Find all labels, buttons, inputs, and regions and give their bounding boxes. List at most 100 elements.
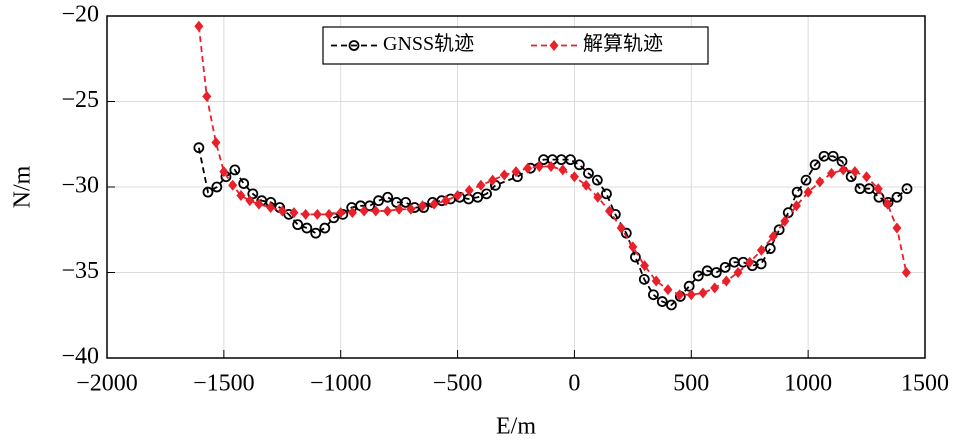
- point: [301, 208, 311, 220]
- point: [809, 159, 821, 171]
- point: [476, 179, 486, 191]
- point: [901, 267, 911, 278]
- point: [656, 296, 668, 307]
- point: [499, 169, 509, 181]
- point: [488, 174, 498, 186]
- point: [663, 284, 673, 296]
- point: [640, 260, 650, 272]
- point: [780, 215, 790, 227]
- x-tick-label: −1000: [310, 371, 372, 397]
- point: [211, 181, 223, 193]
- point: [710, 282, 720, 294]
- point: [593, 191, 603, 203]
- point: [583, 167, 594, 179]
- point: [854, 183, 866, 195]
- point: [347, 207, 357, 219]
- point: [827, 167, 837, 179]
- point: [710, 267, 722, 278]
- point: [773, 224, 785, 236]
- point: [382, 191, 394, 203]
- point: [850, 166, 860, 178]
- point: [604, 205, 614, 217]
- point: [565, 154, 576, 166]
- point: [756, 244, 766, 256]
- point: [211, 137, 221, 149]
- point: [873, 183, 883, 195]
- point: [755, 258, 767, 270]
- x-tick-label: 1000: [784, 371, 832, 397]
- x-tick-label: −1500: [193, 371, 255, 397]
- point: [719, 261, 731, 273]
- point: [901, 183, 913, 195]
- point: [721, 275, 731, 287]
- point: [791, 200, 801, 212]
- point: [406, 203, 416, 215]
- point: [228, 179, 238, 191]
- point: [534, 160, 544, 172]
- point: [429, 198, 439, 210]
- point: [648, 289, 659, 301]
- point: [301, 222, 313, 234]
- point: [791, 186, 803, 198]
- point: [558, 164, 568, 176]
- point: [863, 183, 875, 195]
- x-tick-label: 0: [568, 371, 580, 397]
- point: [651, 275, 661, 287]
- point: [698, 287, 708, 299]
- point: [229, 164, 241, 176]
- point: [382, 205, 392, 217]
- point: [692, 270, 704, 282]
- point: [616, 222, 626, 234]
- point: [511, 166, 521, 178]
- point: [194, 20, 204, 32]
- y-tick-label: −40: [61, 344, 99, 370]
- point: [601, 188, 612, 200]
- point: [202, 90, 212, 102]
- point: [675, 289, 685, 301]
- point: [768, 231, 778, 243]
- point: [523, 162, 533, 174]
- point: [359, 205, 369, 217]
- point: [764, 243, 776, 254]
- point: [400, 196, 412, 208]
- point: [546, 160, 556, 172]
- point: [873, 191, 885, 203]
- point: [319, 222, 331, 234]
- point: [453, 190, 463, 202]
- point: [289, 207, 299, 219]
- point: [733, 267, 743, 278]
- x-tick-label: −500: [433, 371, 483, 397]
- point: [247, 188, 259, 200]
- y-axis-label: N/m: [10, 165, 36, 208]
- point: [800, 174, 812, 186]
- legend-box: [322, 26, 709, 65]
- point: [245, 195, 255, 207]
- point: [441, 195, 451, 207]
- point: [266, 202, 276, 214]
- point: [324, 208, 334, 220]
- x-tick-label: 1500: [901, 371, 949, 397]
- y-tick-label: −20: [61, 2, 99, 28]
- y-tick-label: −35: [61, 258, 99, 284]
- point: [862, 171, 872, 183]
- point: [883, 198, 893, 210]
- point: [373, 195, 384, 207]
- point: [745, 256, 755, 268]
- point: [892, 222, 902, 234]
- point: [193, 142, 205, 154]
- x-axis-label: E/m: [496, 414, 536, 440]
- point: [827, 150, 839, 162]
- point: [803, 186, 813, 198]
- point: [371, 205, 381, 217]
- point: [394, 203, 404, 215]
- point: [481, 188, 492, 200]
- point: [686, 289, 696, 301]
- y-tick-label: −30: [61, 173, 99, 199]
- series-line: [197, 26, 908, 296]
- point: [238, 178, 250, 189]
- point: [591, 174, 603, 186]
- point: [236, 190, 246, 202]
- point: [310, 227, 322, 239]
- point: [815, 176, 825, 188]
